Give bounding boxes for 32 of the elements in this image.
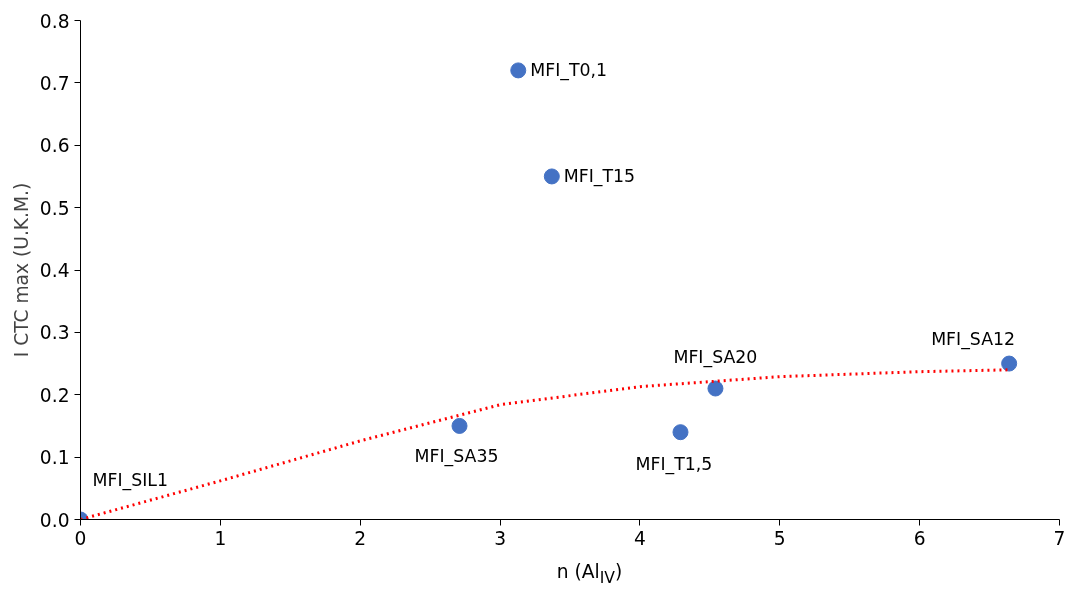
- x-tick-label: 2: [354, 527, 367, 549]
- y-axis-title: I CTC max (U.K.M.): [10, 182, 32, 358]
- y-tick-label: 0.1: [39, 447, 70, 469]
- point: [451, 417, 468, 434]
- y-tick-label: 0.2: [39, 384, 70, 406]
- y-tick-label: 0.0: [39, 509, 70, 531]
- x-axis-title: n (Al$_{IV}$): [556, 560, 623, 589]
- annotation: MFI_SIL1: [92, 469, 168, 491]
- y-tick-label: 0.3: [39, 322, 70, 344]
- y-tick-label: 0.5: [39, 197, 70, 219]
- x-tick-label: 5: [773, 527, 786, 549]
- y-tick-label: 0.6: [39, 135, 70, 157]
- x-tick-label: 7: [1053, 527, 1066, 549]
- x-tick-label: 6: [913, 527, 926, 549]
- x-tick-label: 4: [633, 527, 646, 549]
- point: [707, 380, 724, 397]
- y-tick-label: 0.4: [39, 260, 70, 281]
- x-tick-label: 3: [494, 527, 507, 549]
- point: [672, 424, 689, 441]
- annotation: MFI_SA12: [931, 328, 1016, 350]
- annotation: MFI_SA35: [414, 445, 499, 467]
- annotation: MFI_SA20: [673, 346, 758, 368]
- annotation: MFI_T0,1: [530, 60, 608, 82]
- annotation: MFI_T1,5: [635, 454, 713, 476]
- x-tick-label: 0: [74, 527, 87, 549]
- y-tick-label: 0.7: [39, 72, 70, 94]
- point: [510, 62, 527, 79]
- point: [543, 168, 560, 185]
- y-tick-label: 0.8: [39, 10, 70, 32]
- annotation: MFI_T15: [563, 166, 636, 188]
- point: [1001, 355, 1018, 372]
- x-tick-label: 1: [214, 527, 227, 549]
